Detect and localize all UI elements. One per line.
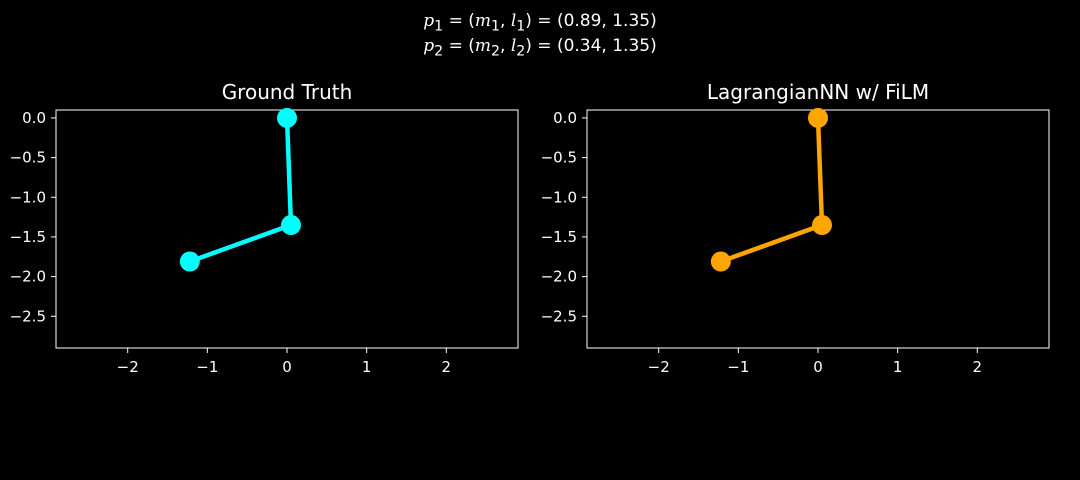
- subplot-1: Ground Truth −2 −1 0 1 2 0.0 −0.5 −1.0 −1.5 −2.0 −2…: [10, 80, 519, 376]
- subplot-title: LagrangianNN w/ FiLM: [707, 80, 929, 104]
- x-tick-label: 1: [362, 358, 372, 376]
- y-tick-label: −2.0: [10, 268, 46, 286]
- pendulum-rod: [189, 117, 294, 264]
- x-tick-label: 0: [813, 358, 823, 376]
- pendulum-mass-marker: [179, 251, 200, 272]
- y-tick-label: −1.5: [10, 228, 46, 246]
- x-tick-label: −1: [727, 358, 749, 376]
- x-tick-label: −2: [648, 358, 670, 376]
- y-tick-label: 0.0: [553, 109, 577, 127]
- x-tick-label: 2: [973, 358, 983, 376]
- pendulum-rod: [720, 117, 825, 264]
- subplot-title: Ground Truth: [222, 80, 353, 104]
- x-tick-label: −1: [196, 358, 218, 376]
- pendulum-mass-marker: [280, 215, 301, 236]
- x-tick-label: 0: [282, 358, 292, 376]
- y-tick-label: −0.5: [541, 149, 577, 167]
- x-tick-label: 1: [893, 358, 903, 376]
- y-tick-label: −1.0: [541, 188, 577, 206]
- pendulum-mass-marker: [808, 107, 828, 128]
- x-tick-label: −2: [117, 358, 139, 376]
- y-tick-label: −2.5: [541, 307, 577, 325]
- y-tick-label: −1.0: [10, 188, 46, 206]
- y-tick-label: −0.5: [10, 149, 46, 167]
- suptitle-line-1: p1 = (m1, l1) = (0.89, 1.35): [423, 11, 657, 35]
- pendulum-mass-marker: [710, 251, 731, 272]
- subplot-2: LagrangianNN w/ FiLM −2 −1 0 1 2 0.0 −0.5 −1.0 −1…: [541, 80, 1050, 376]
- y-tick-label: −2.0: [541, 268, 577, 286]
- pendulum-mass-marker: [277, 107, 297, 128]
- y-tick-label: −2.5: [10, 307, 46, 325]
- pendulum-mass-marker: [811, 215, 832, 236]
- y-tick-label: 0.0: [22, 109, 46, 127]
- x-tick-label: 2: [442, 358, 452, 376]
- suptitle-line-2: p2 = (m2, l2) = (0.34, 1.35): [423, 36, 657, 60]
- y-tick-label: −1.5: [541, 228, 577, 246]
